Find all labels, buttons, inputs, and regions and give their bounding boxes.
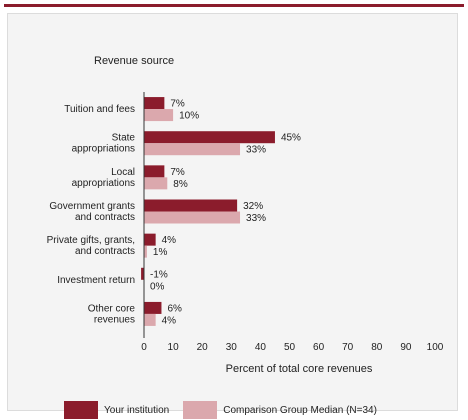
category-label-line: State [112, 133, 136, 144]
legend-label-your-institution: Your institution [104, 405, 169, 416]
bar-comparison-median [144, 212, 240, 224]
x-tick-label: 70 [342, 342, 354, 353]
x-tick-label: 0 [141, 342, 147, 353]
data-label: -1% [150, 269, 168, 280]
category-label-line: Local [111, 167, 135, 178]
category-label-line: Investment return [57, 275, 135, 286]
category-label-line: Private gifts, grants, [47, 235, 135, 246]
category-label-line: revenues [94, 314, 135, 325]
category-label-line: appropriations [72, 178, 135, 189]
category-label-line: Tuition and fees [64, 104, 135, 115]
data-label: 4% [162, 315, 177, 326]
data-label: 32% [243, 201, 263, 212]
category-label-line: appropriations [72, 144, 135, 155]
category-label-line: and contracts [75, 246, 135, 257]
legend-swatch-your-institution [64, 401, 98, 419]
chart-title: Revenue source [94, 55, 174, 67]
x-tick-label: 50 [284, 342, 296, 353]
x-axis-title: Percent of total core revenues [226, 363, 373, 375]
data-label: 7% [170, 99, 185, 110]
x-tick-label: 10 [168, 342, 180, 353]
bar-comparison-median [144, 314, 156, 326]
category-label: Tuition and fees [64, 104, 135, 115]
x-tick-label: 40 [255, 342, 267, 353]
data-label: 4% [162, 235, 177, 246]
legend: Your institution Comparison Group Median… [64, 400, 391, 420]
data-label: 10% [179, 111, 199, 122]
data-label: 1% [153, 247, 168, 258]
bar-your-institution [144, 234, 156, 246]
data-label: 33% [246, 213, 266, 224]
data-label: 0% [150, 281, 165, 292]
bar-your-institution [144, 302, 161, 314]
data-label: 45% [281, 133, 301, 144]
x-tick-label: 30 [226, 342, 238, 353]
legend-swatch-comparison-median [183, 401, 217, 419]
data-label: 6% [167, 303, 182, 314]
category-label-line: Other core [88, 303, 136, 314]
category-label-line: Government grants [49, 201, 135, 212]
x-tick-label: 90 [400, 342, 412, 353]
legend-label-comparison-median: Comparison Group Median (N=34) [223, 405, 377, 416]
bar-your-institution [144, 131, 275, 143]
bar-comparison-median [144, 109, 173, 121]
x-tick-label: 60 [313, 342, 325, 353]
bar-your-institution [144, 200, 237, 212]
bar-comparison-median [144, 177, 167, 189]
data-label: 33% [246, 145, 266, 156]
bar-your-institution [144, 97, 164, 109]
data-label: 8% [173, 179, 188, 190]
x-tick-label: 100 [427, 342, 444, 353]
category-label: Investment return [57, 275, 135, 286]
legend-item-comparison-median: Comparison Group Median (N=34) [183, 401, 377, 419]
bar-your-institution [144, 165, 164, 177]
x-tick-label: 80 [371, 342, 383, 353]
category-label: Private gifts, grants,and contracts [47, 235, 135, 257]
legend-item-your-institution: Your institution [64, 401, 169, 419]
category-label-line: and contracts [75, 212, 135, 223]
bar-comparison-median [144, 143, 240, 155]
top-accent-rule [4, 4, 464, 7]
x-tick-label: 20 [197, 342, 209, 353]
data-label: 7% [170, 167, 185, 178]
